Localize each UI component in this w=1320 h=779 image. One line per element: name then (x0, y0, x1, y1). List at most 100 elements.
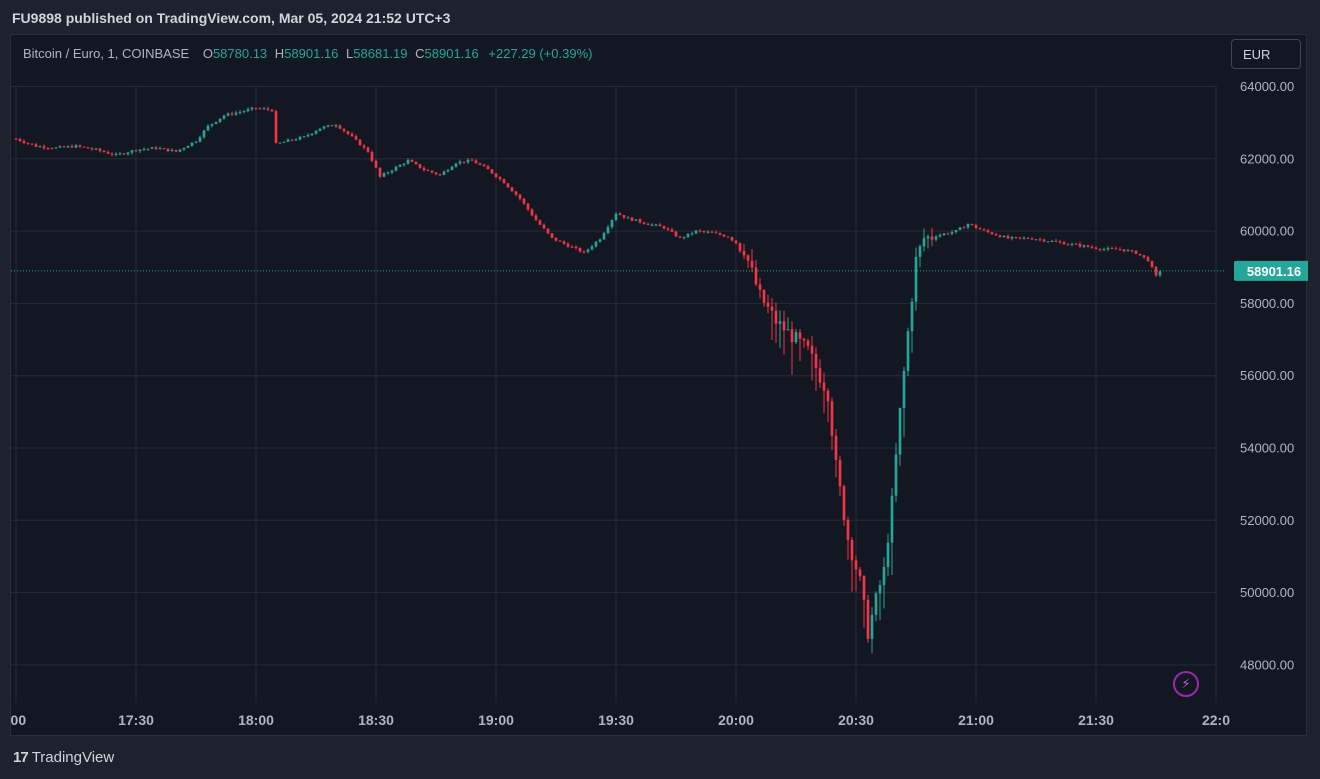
chart-frame[interactable]: 64000.00 62000.00 60000.00 58000.00 56000.00… (10, 34, 1308, 737)
candle-body (34, 144, 38, 147)
candle-body (242, 111, 246, 113)
candle-body (18, 138, 22, 142)
candle-body (626, 217, 630, 219)
candle-body (1098, 248, 1102, 250)
candle-body (858, 569, 862, 577)
candle-body (962, 227, 966, 229)
candle-body (634, 219, 638, 221)
candle-body (450, 166, 454, 171)
candle-body (110, 153, 114, 155)
candle-body (54, 147, 58, 149)
candle-body (1110, 248, 1114, 250)
candle-body (1126, 250, 1130, 252)
candle-body (946, 233, 950, 235)
candle-body (346, 131, 350, 134)
candle-body (678, 236, 682, 238)
candle-body (378, 167, 382, 177)
candle-body (454, 163, 458, 167)
candle-body (974, 225, 978, 229)
candle-body (1058, 241, 1062, 243)
candle-body (366, 147, 370, 153)
candle-body (190, 142, 194, 146)
candle-body (302, 136, 306, 138)
candle-body (998, 235, 1002, 238)
candle-body (482, 164, 486, 167)
candle-body (262, 108, 266, 110)
candle-body (714, 232, 718, 234)
candle-body (750, 260, 754, 268)
candle-body (850, 539, 854, 561)
candle-body (426, 170, 430, 172)
candle-body (542, 224, 546, 229)
candle-body (462, 161, 466, 163)
candle-body (334, 125, 338, 127)
candle-body (286, 139, 290, 142)
candle-body (690, 233, 694, 235)
lightning-icon[interactable]: ⚡ (1173, 671, 1199, 697)
candle-body (814, 353, 818, 369)
candle-body (562, 241, 566, 244)
candle-body (150, 147, 154, 149)
candle-body (610, 219, 614, 227)
candle-body (738, 243, 742, 251)
candle-body (1038, 239, 1042, 241)
candle-body (546, 228, 550, 234)
candle-body (1054, 240, 1058, 242)
candle-body (890, 495, 894, 543)
high-value: 58901.16 (284, 46, 339, 61)
candle-body (602, 233, 606, 240)
candle-body (926, 236, 930, 239)
candle-body (1026, 237, 1030, 239)
candle-body (558, 240, 562, 242)
candle-body (778, 321, 782, 324)
candle-body (586, 249, 590, 252)
open-value: 58780.13 (212, 46, 268, 61)
candle-body (914, 256, 918, 302)
candle-body (1014, 237, 1018, 239)
candle-body (886, 542, 890, 567)
candle-body (118, 153, 122, 155)
y-tick-label: 64000.00 (1240, 79, 1294, 94)
candle-body (250, 107, 254, 110)
y-tick-label: 58000.00 (1240, 296, 1294, 311)
candle-body (434, 172, 438, 175)
candle-body (506, 183, 510, 188)
candle-body (1086, 245, 1090, 247)
candle-body (982, 229, 986, 231)
candle-body (518, 194, 522, 199)
candle-body (414, 161, 418, 165)
currency-button[interactable]: EUR (1231, 39, 1301, 69)
candle-body (154, 147, 158, 149)
candle-body (470, 159, 474, 161)
candle-body (422, 168, 426, 171)
candle-body (1094, 247, 1098, 249)
candle-body (906, 331, 910, 371)
candle-body (182, 147, 186, 150)
candle-body (142, 149, 146, 151)
candle-body (994, 234, 998, 236)
candlestick-chart[interactable]: 64000.00 62000.00 60000.00 58000.00 56000.00… (11, 35, 1308, 737)
candle-body (594, 241, 598, 247)
candle-body (338, 125, 342, 129)
candle-body (478, 163, 482, 165)
candle-body (418, 164, 422, 169)
candle-body (1090, 246, 1094, 248)
candle-body (174, 150, 178, 152)
candle-body (762, 289, 766, 303)
candle-body (598, 239, 602, 242)
candle-body (430, 170, 434, 173)
candle-body (46, 148, 50, 150)
tradingview-logo[interactable]: 17 TradingView (13, 749, 114, 766)
candle-body (1010, 237, 1014, 239)
candle-body (782, 321, 786, 331)
y-tick-label: 62000.00 (1240, 151, 1294, 166)
candle-body (82, 146, 86, 148)
candle-body (638, 219, 642, 223)
last-price-label: 58901.16 (1247, 264, 1301, 279)
tradingview-logo-mark: 17 (13, 749, 29, 766)
candle-body (98, 148, 102, 151)
candle-body (682, 237, 686, 239)
candle-body (354, 136, 358, 140)
candle-body (198, 137, 202, 142)
candle-body (274, 111, 278, 144)
